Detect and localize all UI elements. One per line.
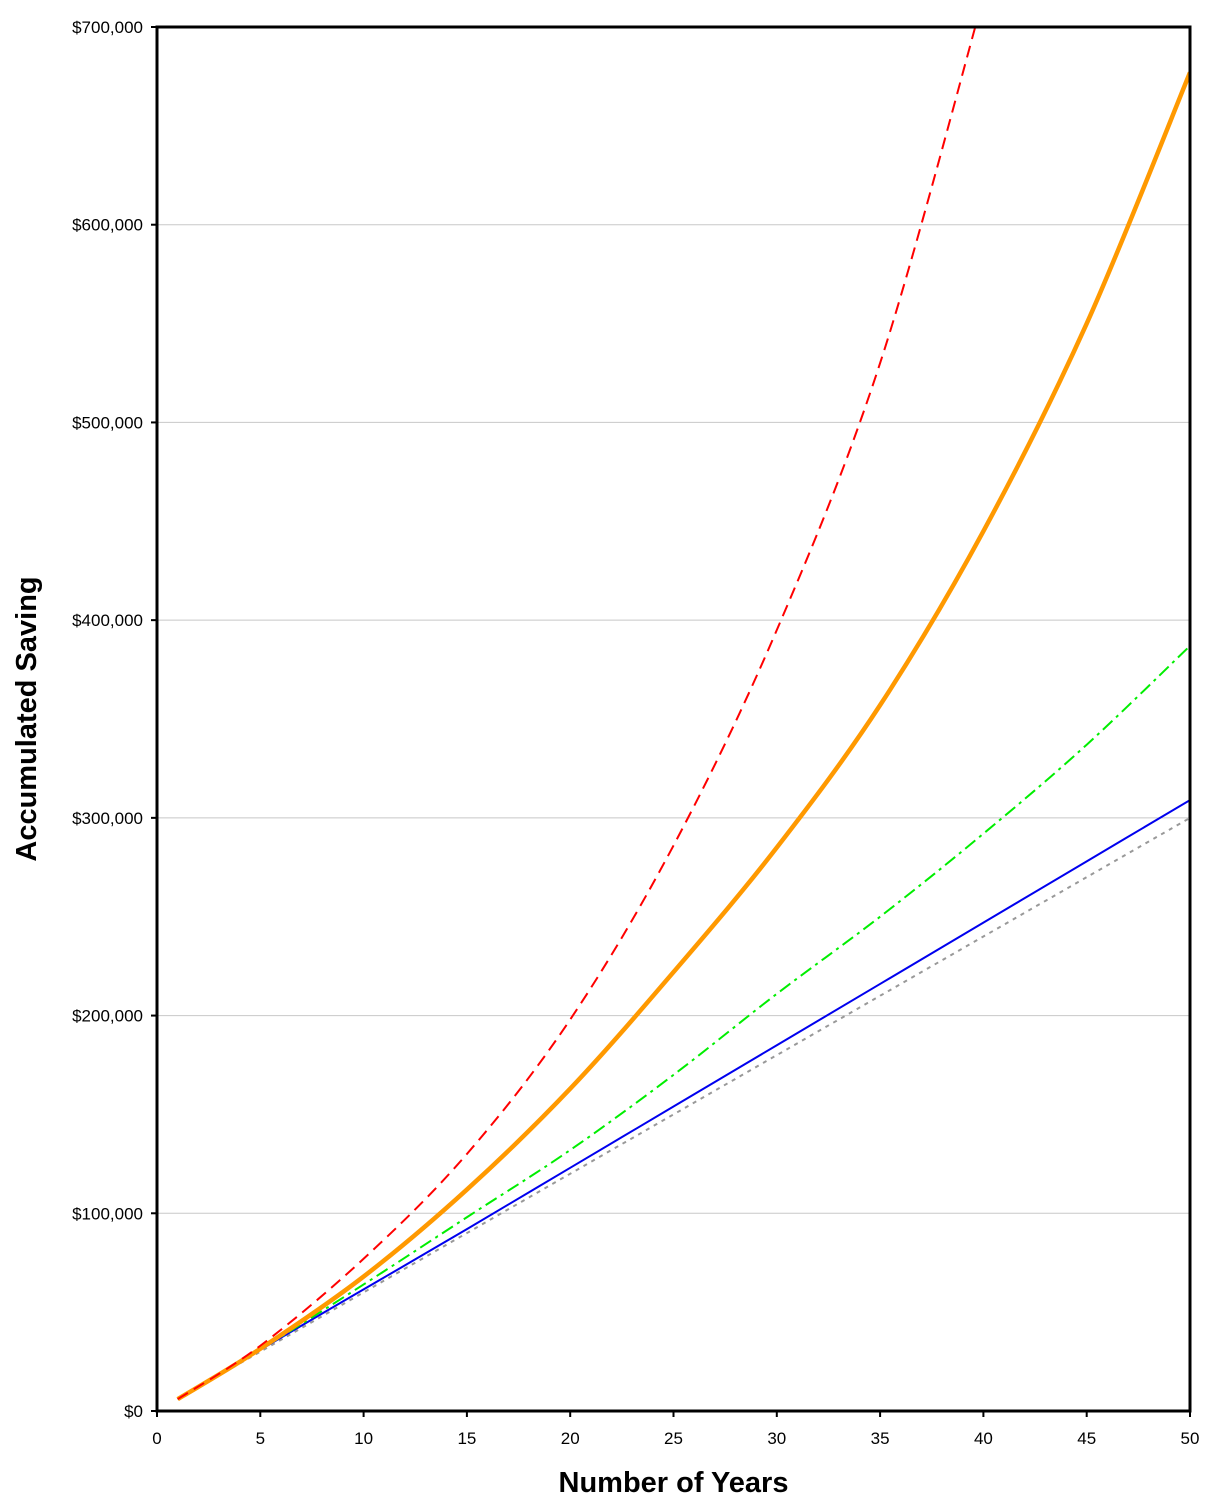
x-tick-label: 25 [664,1429,683,1448]
series-line-dotted [177,816,1190,1401]
x-tick-label: 5 [256,1429,265,1448]
y-tick-label: $400,000 [72,611,143,630]
x-tick-label: 45 [1077,1429,1096,1448]
plot-frame [155,25,1192,1413]
series-line-dashed [177,27,977,1400]
y-tick-label: $200,000 [72,1007,143,1026]
y-tick-label: $100,000 [72,1204,143,1223]
series-line-dash-dot [177,645,1190,1400]
y-tick-label: $600,000 [72,216,143,235]
x-tick-label: 35 [871,1429,890,1448]
x-axis-title: Number of Years [559,1467,789,1499]
series-line-solid [177,799,1190,1400]
y-tick-label: $700,000 [72,18,143,37]
x-tick-label: 40 [974,1429,993,1448]
y-axis: $0 $100,000 $200,000 $300,000 $400,000 $500,0… [72,18,157,1421]
y-axis-title: Accumulated Saving [11,576,43,861]
x-tick-label: 0 [152,1429,161,1448]
x-tick-label: 15 [457,1429,476,1448]
series-line-solid-thick [176,71,1190,1402]
x-tick-label: 30 [767,1429,786,1448]
x-tick-label: 20 [561,1429,580,1448]
x-tick-label: 50 [1181,1429,1200,1448]
x-tick-label: 10 [354,1429,373,1448]
y-tick-label: $0 [124,1402,143,1421]
gridlines [157,224,1190,1214]
y-tick-label: $300,000 [72,809,143,828]
series-lines [176,27,1190,1402]
y-tick-label: $500,000 [72,413,143,432]
x-axis: 0 5 10 15 20 25 30 35 40 45 50 [152,1411,1199,1448]
